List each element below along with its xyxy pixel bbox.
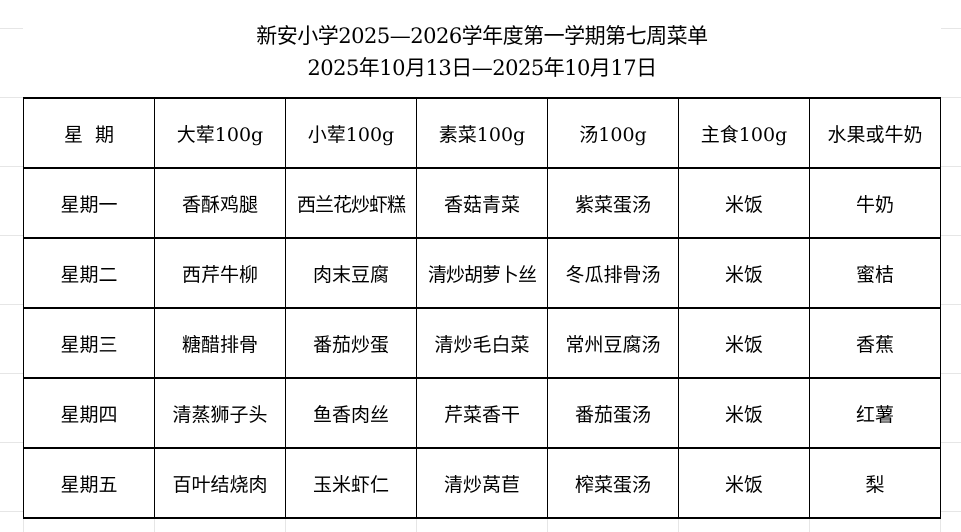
menu-cell[interactable]: 紫菜蛋汤 [547,167,679,239]
header-cell[interactable]: 小荤100g [285,97,417,169]
weekday-cell[interactable]: 星期四 [23,377,155,449]
header-row: 星 期 大荤100g 小荤100g 素菜100g 汤100g 主食100g 水果… [23,97,941,169]
menu-cell[interactable]: 榨菜蛋汤 [547,447,679,519]
title-area [23,0,941,97]
weekday-cell[interactable]: 星期五 [23,447,155,519]
menu-cell[interactable]: 米饭 [678,447,810,519]
menu-cell[interactable]: 香酥鸡腿 [154,167,286,239]
menu-table: 星 期 大荤100g 小荤100g 素菜100g 汤100g 主食100g 水果… [23,97,941,519]
menu-cell[interactable]: 番茄蛋汤 [547,377,679,449]
menu-cell[interactable]: 香蕉 [809,307,941,379]
table-row: 星期三 糖醋排骨 番茄炒蛋 清炒毛白菜 常州豆腐汤 米饭 香蕉 [23,307,941,379]
menu-cell[interactable]: 红薯 [809,377,941,449]
menu-cell[interactable]: 牛奶 [809,167,941,239]
menu-cell[interactable]: 冬瓜排骨汤 [547,237,679,309]
menu-cell[interactable]: 清炒胡萝卜丝 [416,237,548,309]
menu-cell[interactable]: 芹菜香干 [416,377,548,449]
menu-cell[interactable]: 百叶结烧肉 [154,447,286,519]
menu-cell[interactable]: 鱼香肉丝 [285,377,417,449]
menu-cell[interactable]: 西兰花炒虾糕 [285,167,417,239]
menu-cell[interactable]: 米饭 [678,167,810,239]
header-cell[interactable]: 素菜100g [416,97,548,169]
header-cell[interactable]: 主食100g [678,97,810,169]
table-row: 星期四 清蒸狮子头 鱼香肉丝 芹菜香干 番茄蛋汤 米饭 红薯 [23,377,941,449]
menu-cell[interactable]: 清蒸狮子头 [154,377,286,449]
table-row: 星期一 香酥鸡腿 西兰花炒虾糕 香菇青菜 紫菜蛋汤 米饭 牛奶 [23,167,941,239]
header-cell[interactable]: 大荤100g [154,97,286,169]
menu-cell[interactable]: 香菇青菜 [416,167,548,239]
menu-cell[interactable]: 糖醋排骨 [154,307,286,379]
header-cell[interactable]: 汤100g [547,97,679,169]
menu-cell[interactable]: 梨 [809,447,941,519]
menu-cell[interactable]: 番茄炒蛋 [285,307,417,379]
menu-cell[interactable]: 米饭 [678,307,810,379]
header-cell[interactable]: 水果或牛奶 [809,97,941,169]
menu-cell[interactable]: 清炒莴苣 [416,447,548,519]
menu-cell[interactable]: 肉末豆腐 [285,237,417,309]
menu-cell[interactable]: 米饭 [678,237,810,309]
weekday-cell[interactable]: 星期三 [23,307,155,379]
menu-cell[interactable]: 蜜桔 [809,237,941,309]
menu-cell[interactable]: 清炒毛白菜 [416,307,548,379]
menu-title: 新安小学2025—2026学年度第一学期第七周菜单 [256,24,708,48]
menu-cell[interactable]: 玉米虾仁 [285,447,417,519]
date-range: 2025年10月13日—2025年10月17日 [307,56,657,80]
menu-cell[interactable]: 常州豆腐汤 [547,307,679,379]
table-row: 星期二 西芹牛柳 肉末豆腐 清炒胡萝卜丝 冬瓜排骨汤 米饭 蜜桔 [23,237,941,309]
header-cell[interactable]: 星 期 [23,97,155,169]
table-row: 星期五 百叶结烧肉 玉米虾仁 清炒莴苣 榨菜蛋汤 米饭梨 [23,447,941,519]
weekday-cell[interactable]: 星期二 [23,237,155,309]
menu-cell[interactable]: 米饭 [678,377,810,449]
weekday-cell[interactable]: 星期一 [23,167,155,239]
menu-cell[interactable]: 西芹牛柳 [154,237,286,309]
